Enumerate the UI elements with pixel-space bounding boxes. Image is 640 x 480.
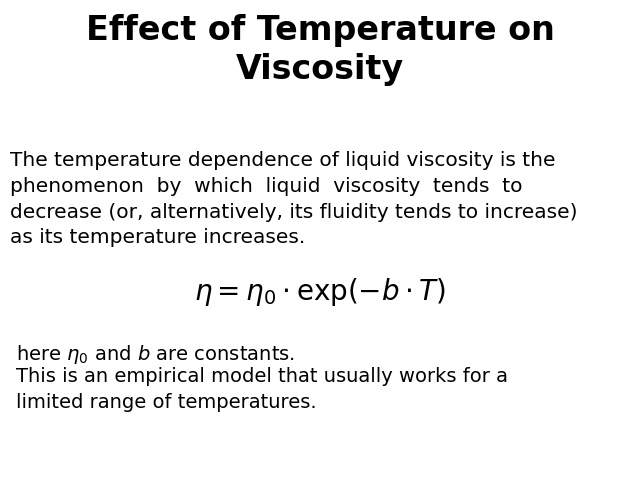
- Text: The temperature dependence of liquid viscosity is the
phenomenon  by  which  liq: The temperature dependence of liquid vis…: [10, 151, 577, 248]
- Text: This is an empirical model that usually works for a
limited range of temperature: This is an empirical model that usually …: [16, 367, 508, 412]
- Text: Effect of Temperature on
Viscosity: Effect of Temperature on Viscosity: [86, 14, 554, 85]
- Text: here $\eta_0$ and $b$ are constants.: here $\eta_0$ and $b$ are constants.: [16, 343, 295, 366]
- Text: $\eta = \eta_0 \cdot \mathrm{exp}(-b \cdot T)$: $\eta = \eta_0 \cdot \mathrm{exp}(-b \cd…: [194, 276, 446, 308]
